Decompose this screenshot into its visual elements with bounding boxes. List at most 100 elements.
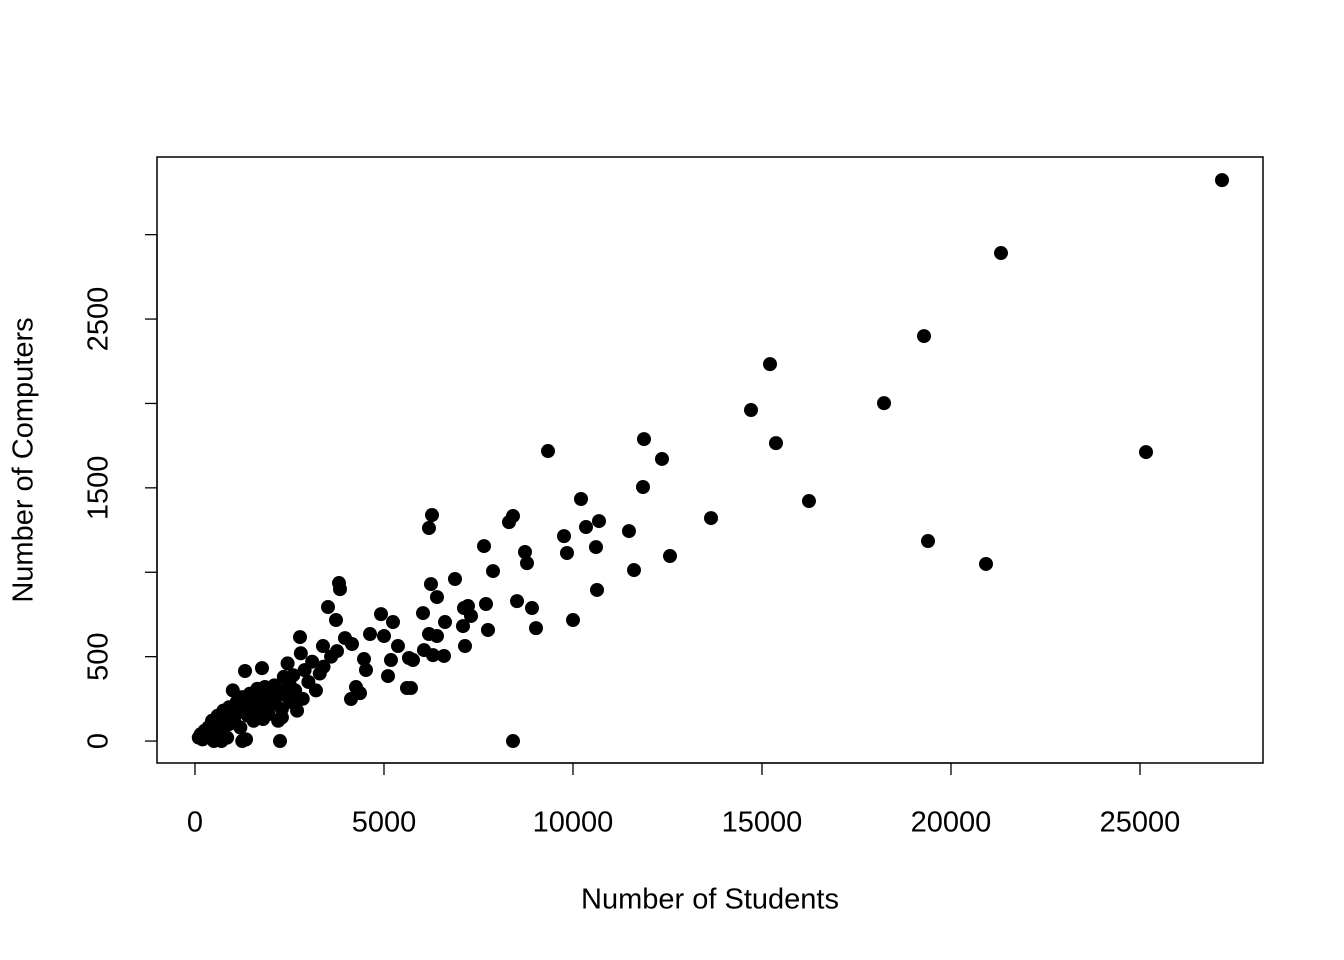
y-tick-label: 1500 [83,456,115,521]
point [344,636,359,651]
point [273,734,288,749]
point [423,577,438,592]
point [1214,173,1229,188]
y-axis-title: Number of Computers [8,317,40,602]
point [233,720,248,735]
x-tick-label: 10000 [533,807,614,839]
point [801,494,816,509]
point [316,659,331,674]
point [591,514,606,529]
point [565,613,580,628]
point [222,717,237,732]
point [403,681,418,696]
point [763,357,778,372]
x-tick-label: 20000 [911,807,992,839]
point [436,648,451,663]
point [237,664,252,679]
point [290,703,305,718]
point [1139,445,1154,460]
point [416,606,431,621]
point [332,582,347,597]
point [424,508,439,523]
point [917,329,932,344]
point [405,653,420,668]
point [235,734,250,749]
point [308,683,323,698]
point [286,668,301,683]
point [556,529,571,544]
point [429,629,444,644]
point [254,661,269,676]
point [978,556,993,571]
point [383,653,398,668]
point [519,556,534,571]
point [358,662,373,677]
point [486,564,501,579]
x-tick-label: 15000 [722,807,803,839]
point [324,649,339,664]
point [363,627,378,642]
point [506,734,521,749]
point [295,691,310,706]
point [352,686,367,701]
point [743,403,758,418]
point [478,596,493,611]
point [248,701,263,716]
point [994,246,1009,261]
point [768,436,783,451]
point [528,621,543,636]
point [517,544,532,559]
point [662,549,677,564]
point [578,520,593,535]
point [376,629,391,644]
point [574,491,589,506]
point [621,524,636,539]
point [877,396,892,411]
point [457,639,472,654]
point [447,572,462,587]
point [385,615,400,630]
point [315,639,330,654]
point [627,563,642,578]
point [510,594,525,609]
point [280,656,295,671]
point [374,607,389,622]
point [455,619,470,634]
point [380,669,395,684]
y-tick-label: 2500 [83,287,115,352]
point [390,639,405,654]
x-tick-label: 25000 [1100,807,1181,839]
point [541,444,556,459]
point [524,601,539,616]
point [636,432,651,447]
point [635,480,650,495]
x-tick-label: 0 [187,807,203,839]
point [438,615,453,630]
point [328,613,343,628]
point [425,648,440,663]
point [292,630,307,645]
point [589,582,604,597]
point [559,546,574,561]
point [256,712,271,727]
y-tick-label: 500 [83,632,115,680]
x-tick-label: 5000 [352,807,417,839]
point [274,710,289,725]
point [293,646,308,661]
point [429,590,444,605]
point [421,521,436,536]
point [654,451,669,466]
y-tick-label: 0 [83,733,115,749]
point [206,734,221,749]
point [477,539,492,554]
point [321,600,336,615]
point [501,515,516,530]
point [305,654,320,669]
point [704,511,719,526]
point [921,534,936,549]
point [588,540,603,555]
x-axis-title: Number of Students [581,884,839,916]
point [356,652,371,667]
